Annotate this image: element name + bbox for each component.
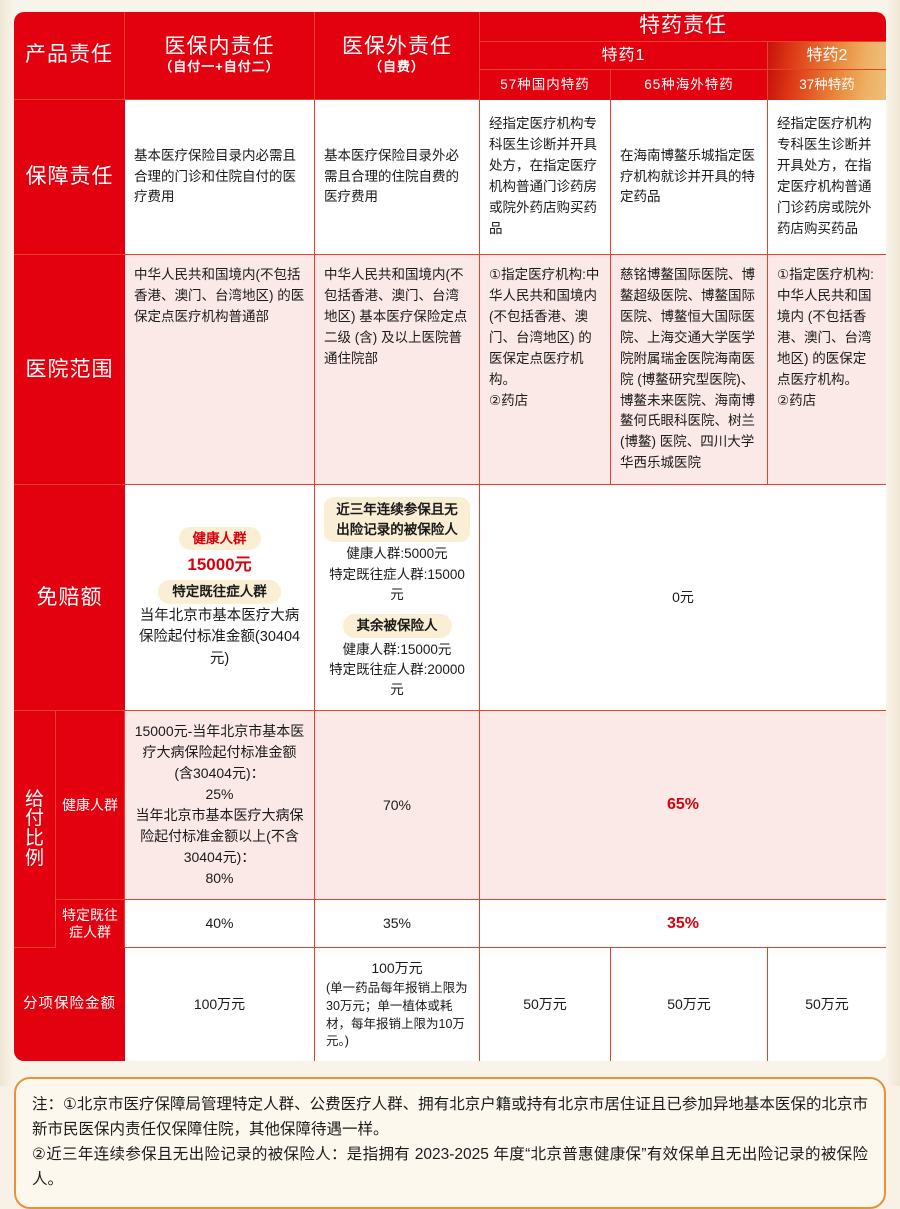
tag-preexisting-group-inside: 特定既往症人群	[158, 579, 281, 604]
row-ratio-preexisting: 特定既往症人群 40% 35% 35%	[14, 900, 887, 949]
cell-ratio-healthy-inside: 15000元-当年北京市基本医疗大病保险起付标准金额 (含30404元)： 25…	[125, 711, 315, 901]
value-continuous-healthy: 健康人群:5000元	[346, 546, 448, 562]
sublabel-preexisting-group: 特定既往症人群	[56, 900, 125, 949]
cell-amount-outside: 100万元 (单一药品每年报销上限为30万元；单一植体或耗材，每年报销上限为10…	[315, 948, 480, 1062]
header-col-outside-sub: （自费）	[368, 59, 425, 75]
footnote-1: 注：①北京市医疗保障局管理特定人群、公费医疗人群、拥有北京户籍或持有北京市居住证…	[32, 1096, 868, 1139]
benefit-table-sheet: 产品责任 医保内责任 （自付一+自付二） 医保外责任 （自费） 特药责任 特药1…	[14, 12, 887, 1062]
sublabel-healthy-group: 健康人群	[56, 711, 125, 901]
value-amount-outside-main: 100万元	[371, 960, 423, 977]
cell-amount-domestic: 50万元	[480, 948, 611, 1062]
row-hospital-scope: 医院范围 中华人民共和国境内(不包括香港、澳门、台湾地区) 的医保定点医疗机构普…	[14, 255, 887, 486]
row-label-deductible: 免赔额	[14, 485, 125, 712]
cell-hospital-outside: 中华人民共和国境内(不包括香港、澳门、台湾地区) 基本医疗保险定点二级 (含) …	[315, 255, 480, 486]
row-ratio-healthy: 给 付 比 例 健康人群 15000元-当年北京市基本医疗大病保险起付标准金额 …	[14, 711, 887, 949]
cell-hospital-inside: 中华人民共和国境内(不包括香港、澳门、台湾地区) 的医保定点医疗机构普通部	[125, 255, 315, 486]
header-special-drug-2: 特药2	[768, 42, 887, 70]
payout-ratio-char-2: 付	[24, 808, 44, 830]
cell-amount-inside: 100万元	[125, 948, 315, 1062]
cell-ratio-healthy-outside: 70%	[315, 711, 480, 901]
cell-amount-special2: 50万元	[768, 948, 887, 1062]
cell-ratio-preexisting-drugs: 35%	[480, 900, 887, 949]
payout-ratio-char-3: 比	[24, 828, 44, 850]
cell-coverage-overseas: 在海南博鳌乐城指定医疗机构就诊并开具的特定药品	[611, 100, 768, 255]
value-ratio-healthy-drugs: 65%	[666, 796, 700, 813]
cell-hospital-special2: ①指定医疗机构:中华人民共和国境内 (不包括香港、澳门、台湾地区) 的医保定点医…	[768, 255, 887, 486]
cell-ratio-preexisting-inside: 40%	[125, 900, 315, 949]
row-label-coverage: 保障责任	[14, 100, 125, 255]
table-header-row-1: 产品责任 医保内责任 （自付一+自付二） 医保外责任 （自费） 特药责任	[14, 12, 887, 100]
cell-amount-overseas: 50万元	[611, 948, 768, 1062]
tag-other-insured: 其余被保险人	[342, 614, 452, 638]
row-deductible: 免赔额 健康人群 15000元 特定既往症人群 当年北京市基本医疗大病保险起付标…	[14, 485, 887, 712]
header-special-drug-group: 特药责任	[480, 12, 887, 42]
cell-ratio-preexisting-outside: 35%	[315, 900, 480, 949]
product-benefit-table: 产品责任 医保内责任 （自付一+自付二） 医保外责任 （自费） 特药责任 特药1…	[14, 12, 887, 1062]
header-col-special2-drugs: 37种特药	[768, 70, 887, 100]
cell-hospital-domestic: ①指定医疗机构:中华人民共和国境内 (不包括香港、澳门、台湾地区) 的医保定点医…	[480, 255, 611, 486]
cell-deductible-inside: 健康人群 15000元 特定既往症人群 当年北京市基本医疗大病保险起付标准金额(…	[125, 485, 315, 712]
row-label-hospital: 医院范围	[14, 255, 125, 486]
cell-deductible-outside: 近三年连续参保且无出险记录的被保险人 健康人群:5000元 特定既往症人群:15…	[315, 485, 480, 712]
cell-coverage-inside: 基本医疗保险目录内必需且合理的门诊和住院自付的医疗费用	[125, 100, 315, 255]
value-others-healthy: 健康人群:15000元	[342, 641, 452, 657]
footnote-2: ②近三年连续参保且无出险记录的被保险人：是指拥有 2023-2025 年度“北京…	[32, 1146, 868, 1189]
value-healthy-deductible-inside: 15000元	[187, 555, 252, 575]
payout-ratio-char-1: 给	[24, 788, 44, 810]
value-preexisting-deductible-inside: 当年北京市基本医疗大病保险起付标准金额(30404元)	[138, 607, 301, 668]
header-col-outside-insurance: 医保外责任 （自费）	[315, 12, 480, 100]
tag-continuous-insured: 近三年连续参保且无出险记录的被保险人	[324, 497, 470, 543]
cell-coverage-domestic: 经指定医疗机构专科医生诊断并开具处方，在指定医疗机构普通门诊药房或院外药店购买药…	[480, 100, 611, 255]
footnotes-box: 注：①北京市医疗保障局管理特定人群、公费医疗人群、拥有北京户籍或持有北京市居住证…	[14, 1077, 886, 1209]
cell-coverage-special2: 经指定医疗机构专科医生诊断并开具处方，在指定医疗机构普通门诊药房或院外药店购买药…	[768, 100, 887, 255]
header-col-inside-sub: （自付一+自付二）	[159, 59, 280, 75]
header-col-domestic-drugs: 57种国内特药	[480, 70, 611, 100]
row-sub-insured-amount: 分项保险金额 100万元 100万元 (单一药品每年报销上限为30万元；单一植体…	[14, 948, 887, 1062]
payout-ratio-char-4: 例	[24, 848, 44, 870]
cell-hospital-overseas: 慈铭博鳌国际医院、博鳌超级医院、博鳌国际医院、博鳌恒大国际医院、上海交通大学医学…	[611, 255, 768, 486]
value-ratio-preexisting-drugs: 35%	[666, 914, 700, 932]
table-header-row-3: 57种国内特药 65种海外特药 37种特药	[14, 70, 887, 100]
value-others-preexisting: 特定既往症人群:20000元	[329, 661, 465, 698]
value-continuous-preexisting: 特定既往症人群:15000元	[329, 566, 465, 602]
header-product-liability: 产品责任	[14, 12, 125, 100]
row-label-payout-ratio: 给 付 比 例	[14, 711, 56, 949]
cell-deductible-drugs: 0元	[480, 485, 887, 712]
header-special-drug-1: 特药1	[480, 42, 768, 70]
row-coverage-liability: 保障责任 基本医疗保险目录内必需且合理的门诊和住院自付的医疗费用 基本医疗保险目…	[14, 100, 887, 255]
cell-ratio-healthy-drugs: 65%	[480, 711, 887, 901]
header-col-outside-title: 医保外责任	[342, 34, 452, 58]
row-label-sub-amount: 分项保险金额	[14, 948, 125, 1062]
header-col-inside-title: 医保内责任	[164, 34, 275, 58]
header-col-inside-insurance: 医保内责任 （自付一+自付二）	[125, 12, 315, 100]
value-amount-outside-note: (单一药品每年报销上限为30万元；单一植体或耗材，每年报销上限为10万元。)	[326, 981, 468, 1049]
header-col-overseas-drugs: 65种海外特药	[611, 70, 768, 100]
table-header-row-2: 特药1 特药2	[14, 42, 887, 70]
tag-healthy-group-inside: 健康人群	[178, 526, 261, 551]
cell-coverage-outside: 基本医疗保险目录外必需且合理的住院自费的医疗费用	[315, 100, 480, 255]
